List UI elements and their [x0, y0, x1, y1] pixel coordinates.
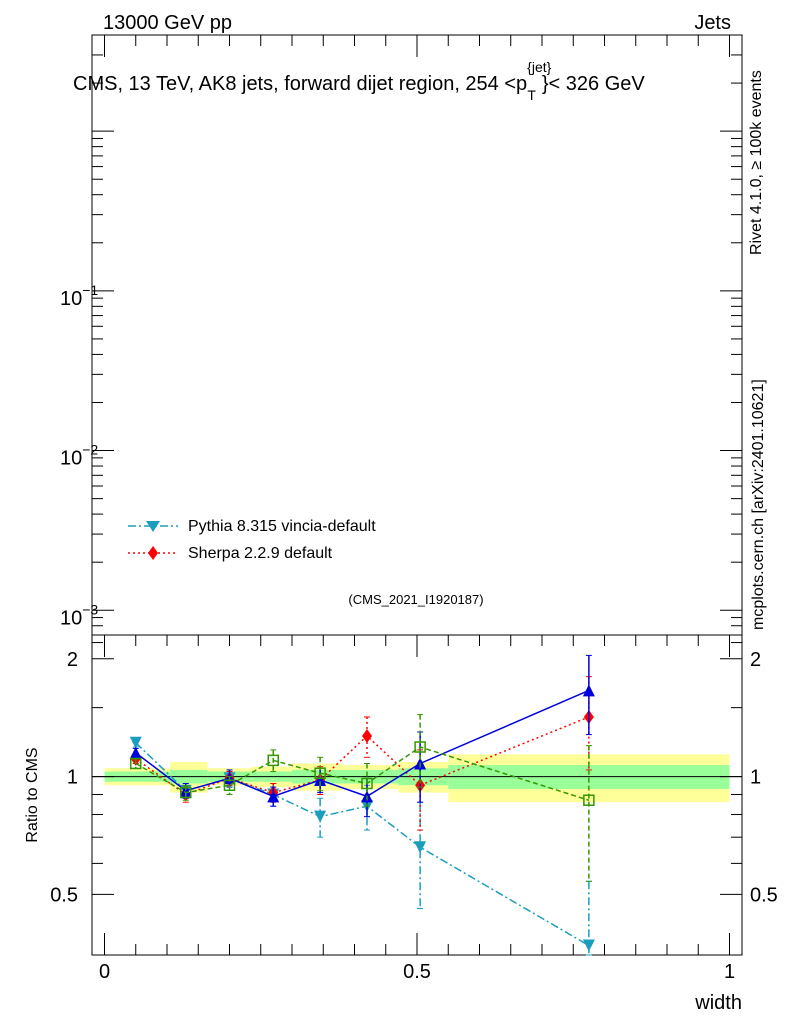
ratio-y-tick-label-right: 0.5	[750, 884, 778, 906]
side-mcplots-label: mcplots.cern.ch [arXiv:2401.10621]	[750, 379, 767, 630]
series-point	[179, 784, 192, 797]
main-y-axis-ticks: 10−1 10−2 10−3	[60, 34, 742, 636]
series-point	[414, 841, 427, 854]
ratio-x-tick-label: 0	[99, 961, 110, 983]
title-end: }< 326 GeV	[542, 73, 646, 95]
legend-pythia-marker	[146, 521, 160, 532]
side-rivet-label: Rivet 4.1.0, ≥ 100k events	[748, 70, 765, 255]
title-sup: {jet}	[527, 59, 551, 75]
series-point	[267, 790, 280, 803]
ratio-y-tick-label: 2	[67, 649, 78, 671]
series-point	[130, 757, 142, 770]
ratio-y-tick-label: 1	[67, 767, 78, 789]
legend-sherpa-label: Sherpa 2.2.9 default	[188, 545, 333, 562]
series-point	[314, 767, 326, 779]
ratio-series	[129, 654, 595, 956]
ratio-x-tick-label: 1	[724, 961, 735, 983]
title-sub: T	[527, 87, 536, 103]
series-point	[129, 746, 142, 759]
legend-pythia-label: Pythia 8.315 vincia-default	[188, 518, 376, 535]
x-axis-label: width	[694, 992, 742, 1014]
series-point	[314, 773, 327, 786]
series-point	[267, 754, 279, 767]
plot-title: CMS, 13 TeV, AK8 jets, forward dijet reg…	[73, 59, 645, 103]
series-point	[129, 736, 142, 749]
series-line	[135, 689, 590, 798]
ratio-y-tick-label-right: 1	[750, 767, 761, 789]
title-main: CMS, 13 TeV, AK8 jets, forward dijet reg…	[73, 73, 527, 95]
series-point	[583, 794, 595, 806]
main-y-tick-label: 10−2	[60, 442, 98, 470]
ratio-axis-ticks: 0.5 0.5 1 1 2 2 0 0.5 1	[50, 35, 778, 983]
series-point	[414, 741, 426, 753]
ratio-y-tick-label: 0.5	[50, 884, 78, 906]
header-right: Jets	[694, 12, 731, 34]
series-point	[582, 684, 595, 697]
ratio-x-tick-label: 0.5	[403, 961, 431, 983]
series-point	[582, 939, 595, 952]
main-y-tick-label: 10−1	[60, 282, 98, 310]
ratio-uncertainty-bands	[104, 754, 730, 803]
main-y-tick-label: 10−3	[60, 601, 98, 629]
series-point	[180, 786, 192, 799]
series-point	[362, 728, 372, 743]
legend: Pythia 8.315 vincia-default Sherpa 2.2.9…	[128, 518, 376, 562]
series-point	[223, 779, 236, 792]
series-green	[130, 714, 595, 882]
analysis-id: (CMS_2021_I1920187)	[348, 592, 483, 607]
ratio-y-axis-label: Ratio to CMS	[24, 747, 41, 842]
ratio-y-tick-label-right: 2	[750, 649, 761, 671]
header-left: 13000 GeV pp	[103, 12, 232, 34]
series-point	[361, 777, 373, 790]
series-line	[135, 746, 590, 801]
legend-sherpa-marker	[148, 546, 158, 560]
series-point	[314, 810, 327, 823]
